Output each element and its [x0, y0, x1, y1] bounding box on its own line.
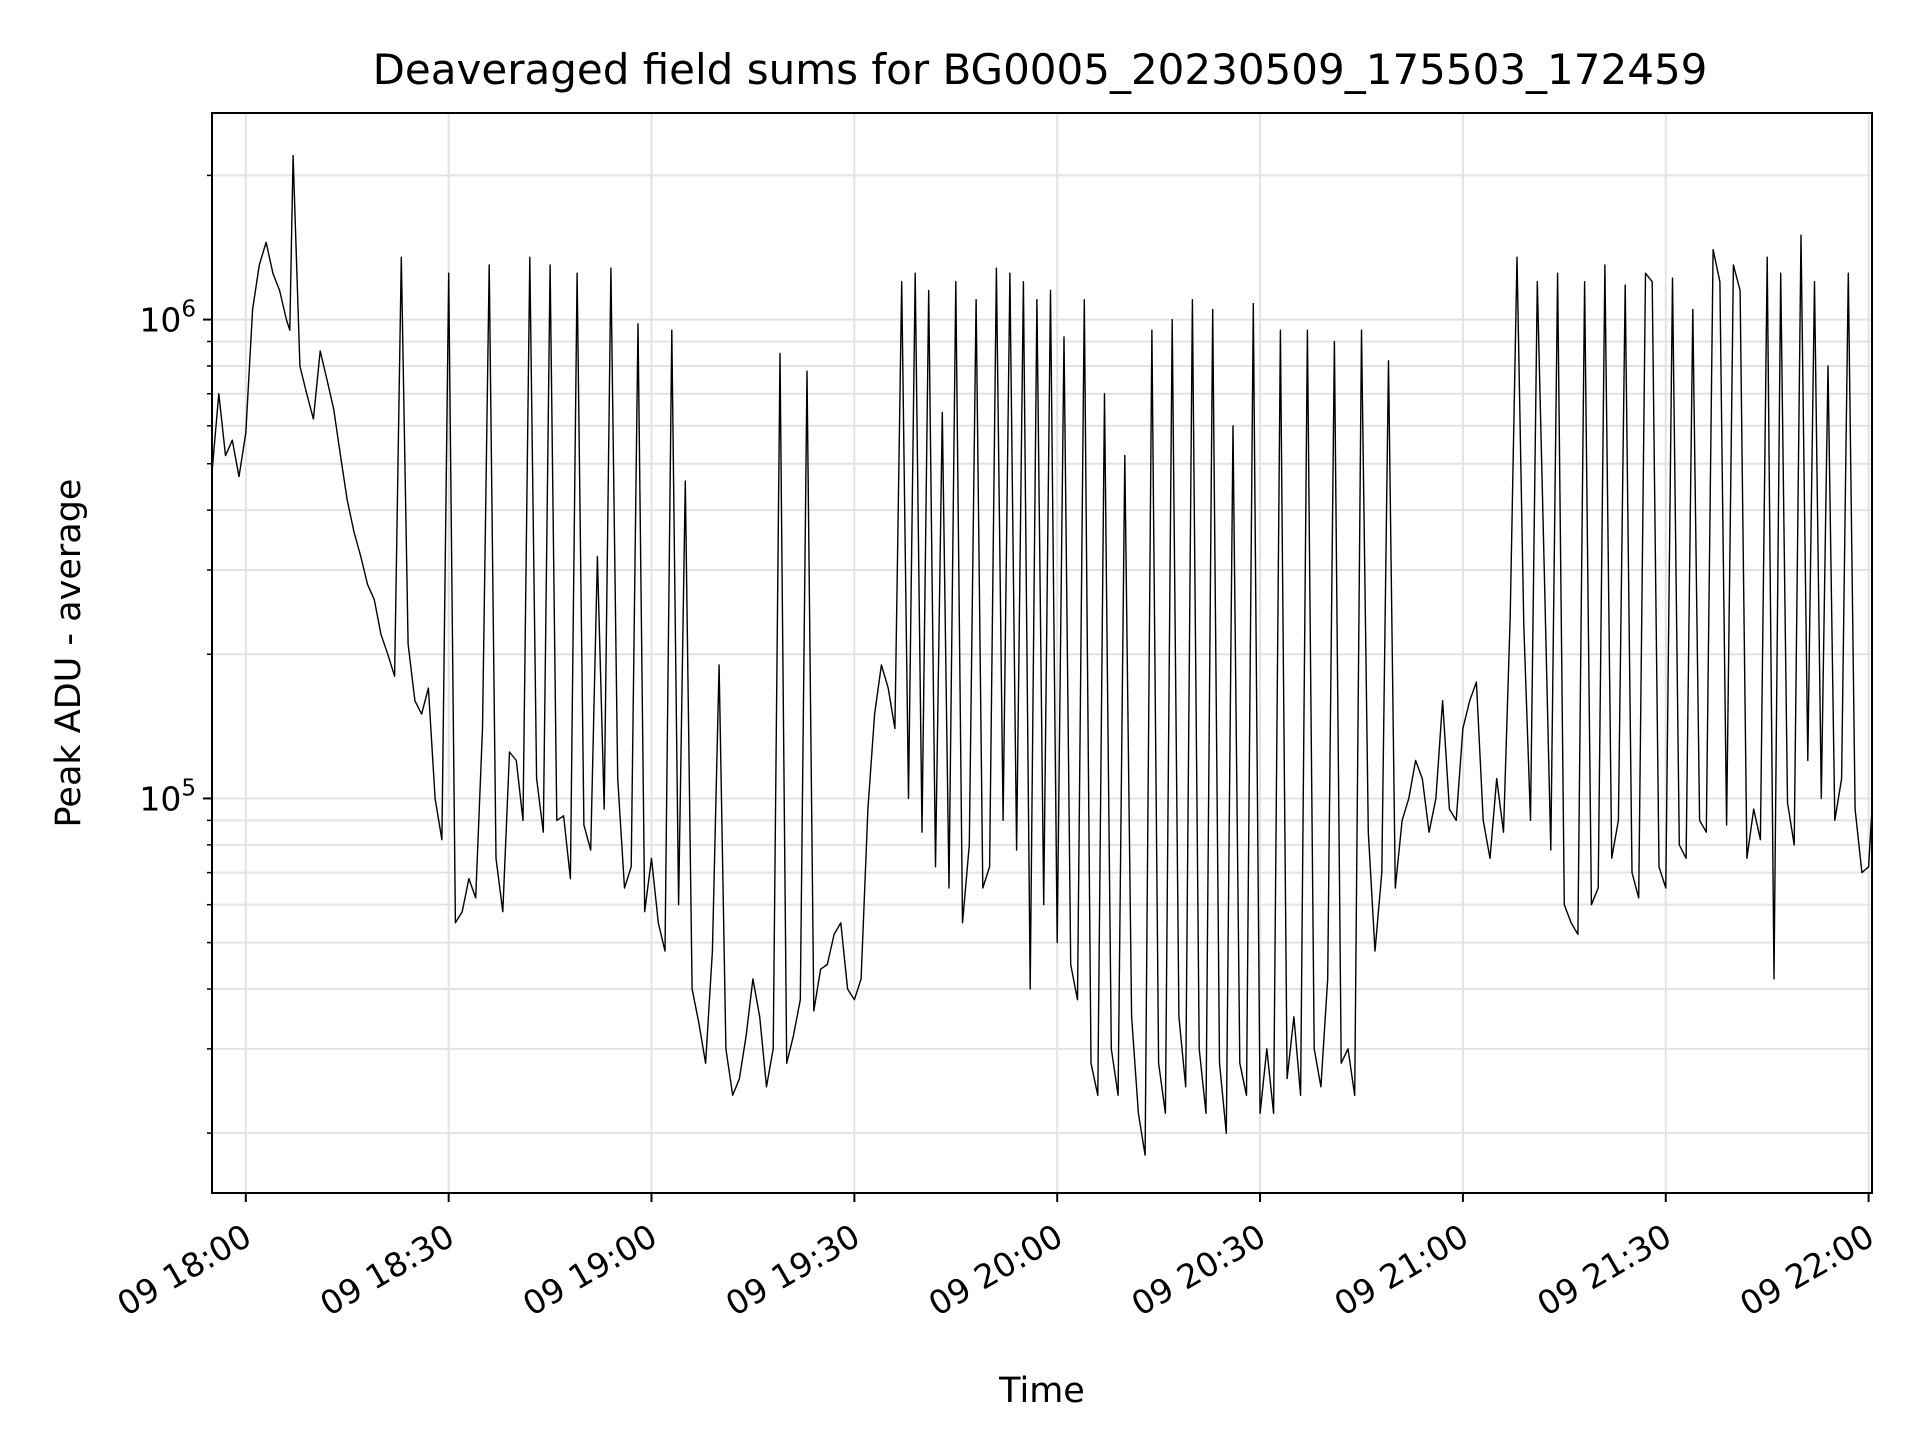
- x-axis-title: Time: [998, 1371, 1085, 1411]
- y-tick-label: 105: [139, 775, 196, 818]
- grid: [212, 113, 1872, 1193]
- y-axis: 105 106: [139, 174, 212, 1134]
- y-axis-title: Peak ADU - average: [49, 479, 89, 828]
- y-tick-label: 106: [139, 297, 196, 340]
- chart-title: Deaveraged field sums for BG0005_2023050…: [373, 45, 1708, 94]
- series-line: [212, 154, 1872, 1156]
- plot-frame: [211, 112, 1873, 1194]
